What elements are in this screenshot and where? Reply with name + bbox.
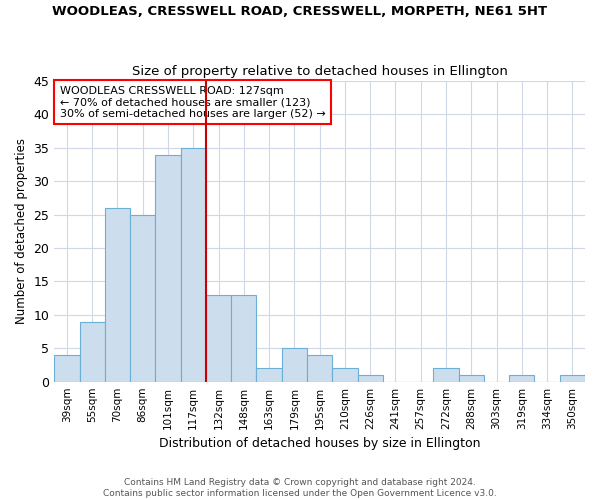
- Bar: [509, 375, 535, 382]
- Bar: [458, 375, 484, 382]
- Bar: [155, 154, 181, 382]
- Bar: [206, 295, 231, 382]
- Bar: [358, 375, 383, 382]
- Bar: [105, 208, 130, 382]
- Bar: [282, 348, 307, 382]
- Bar: [307, 355, 332, 382]
- Bar: [181, 148, 206, 382]
- Bar: [130, 214, 155, 382]
- Title: Size of property relative to detached houses in Ellington: Size of property relative to detached ho…: [132, 66, 508, 78]
- Bar: [433, 368, 458, 382]
- Bar: [54, 355, 80, 382]
- Text: WOODLEAS CRESSWELL ROAD: 127sqm
← 70% of detached houses are smaller (123)
30% o: WOODLEAS CRESSWELL ROAD: 127sqm ← 70% of…: [59, 86, 325, 119]
- Y-axis label: Number of detached properties: Number of detached properties: [15, 138, 28, 324]
- X-axis label: Distribution of detached houses by size in Ellington: Distribution of detached houses by size …: [159, 437, 481, 450]
- Bar: [332, 368, 358, 382]
- Bar: [256, 368, 282, 382]
- Bar: [560, 375, 585, 382]
- Text: WOODLEAS, CRESSWELL ROAD, CRESSWELL, MORPETH, NE61 5HT: WOODLEAS, CRESSWELL ROAD, CRESSWELL, MOR…: [52, 5, 548, 18]
- Text: Contains HM Land Registry data © Crown copyright and database right 2024.
Contai: Contains HM Land Registry data © Crown c…: [103, 478, 497, 498]
- Bar: [231, 295, 256, 382]
- Bar: [80, 322, 105, 382]
